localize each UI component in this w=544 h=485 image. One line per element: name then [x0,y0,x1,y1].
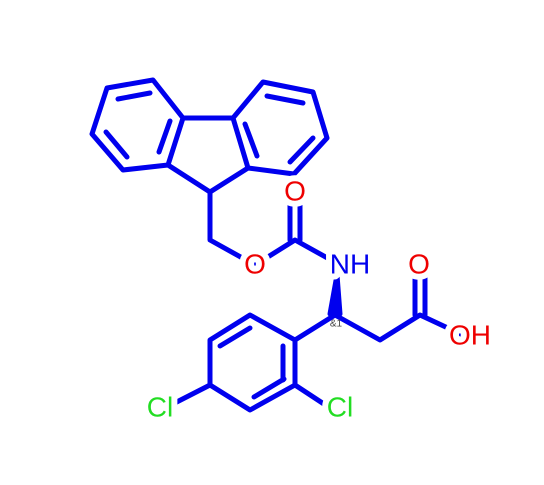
atom-label: O [284,175,306,206]
bond [292,382,333,411]
double-bond [103,129,130,160]
stereo-label: &1 [330,319,343,330]
atom-label: Cl [147,391,173,422]
bond [292,312,338,343]
atom-label: OH [449,319,491,350]
double-bond [251,376,287,400]
bond [165,162,251,195]
double-bond [156,118,173,155]
bonds [89,77,468,413]
atom-label: NH [330,248,370,279]
double-bond [217,325,253,349]
bond [207,189,343,268]
atom-label: Cl [327,391,353,422]
double-bond [264,93,306,106]
bond [162,382,213,411]
double-bond [242,121,260,159]
atom-label: O [244,248,266,279]
bond [332,312,468,343]
atom-label: O [408,248,430,279]
double-bond [115,90,153,102]
double-bond [287,135,316,165]
wedge-bond [327,272,343,317]
